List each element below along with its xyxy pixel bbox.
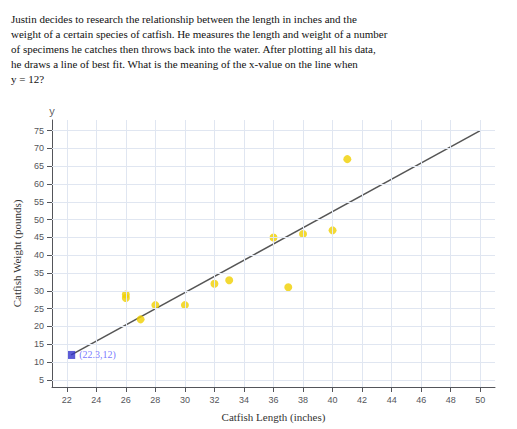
svg-text:35: 35 (34, 268, 44, 278)
svg-text:of specimens he catches then t: of specimens he catches then throws back… (11, 43, 376, 55)
svg-text:y: y (49, 105, 55, 117)
svg-text:15: 15 (34, 339, 44, 349)
svg-text:46: 46 (416, 395, 426, 405)
svg-text:30: 30 (34, 286, 44, 296)
svg-text:45: 45 (34, 232, 44, 242)
svg-text:(22.3,12): (22.3,12) (79, 349, 116, 361)
svg-text:Catfish Length (inches): Catfish Length (inches) (222, 411, 326, 424)
svg-text:48: 48 (446, 395, 456, 405)
svg-text:65: 65 (34, 161, 44, 171)
svg-text:5: 5 (39, 375, 44, 385)
svg-text:70: 70 (34, 143, 44, 153)
svg-text:30: 30 (180, 395, 190, 405)
svg-text:22: 22 (62, 395, 72, 405)
svg-text:y = 12?: y = 12? (11, 73, 44, 85)
svg-text:Catfish Weight (pounds): Catfish Weight (pounds) (11, 199, 24, 307)
svg-text:44: 44 (387, 395, 397, 405)
svg-text:weight of a certain species of: weight of a certain species of catfish. … (11, 28, 388, 40)
svg-text:10: 10 (34, 357, 44, 367)
svg-text:55: 55 (34, 197, 44, 207)
svg-text:42: 42 (357, 395, 367, 405)
svg-text:25: 25 (34, 304, 44, 314)
svg-text:50: 50 (475, 395, 485, 405)
svg-text:60: 60 (34, 179, 44, 189)
svg-text:20: 20 (34, 321, 44, 331)
svg-text:38: 38 (298, 395, 308, 405)
svg-text:40: 40 (328, 395, 338, 405)
svg-text:75: 75 (34, 126, 44, 136)
svg-text:50: 50 (34, 215, 44, 225)
svg-text:28: 28 (150, 395, 160, 405)
svg-text:40: 40 (34, 250, 44, 260)
svg-text:36: 36 (268, 395, 278, 405)
svg-text:34: 34 (239, 395, 249, 405)
svg-text:Justin decides to research the: Justin decides to research the relations… (11, 13, 357, 25)
svg-text:24: 24 (91, 395, 101, 405)
svg-text:32: 32 (209, 395, 219, 405)
svg-text:26: 26 (121, 395, 131, 405)
svg-text:he draws a line of best fit. W: he draws a line of best fit. What is the… (11, 58, 358, 70)
